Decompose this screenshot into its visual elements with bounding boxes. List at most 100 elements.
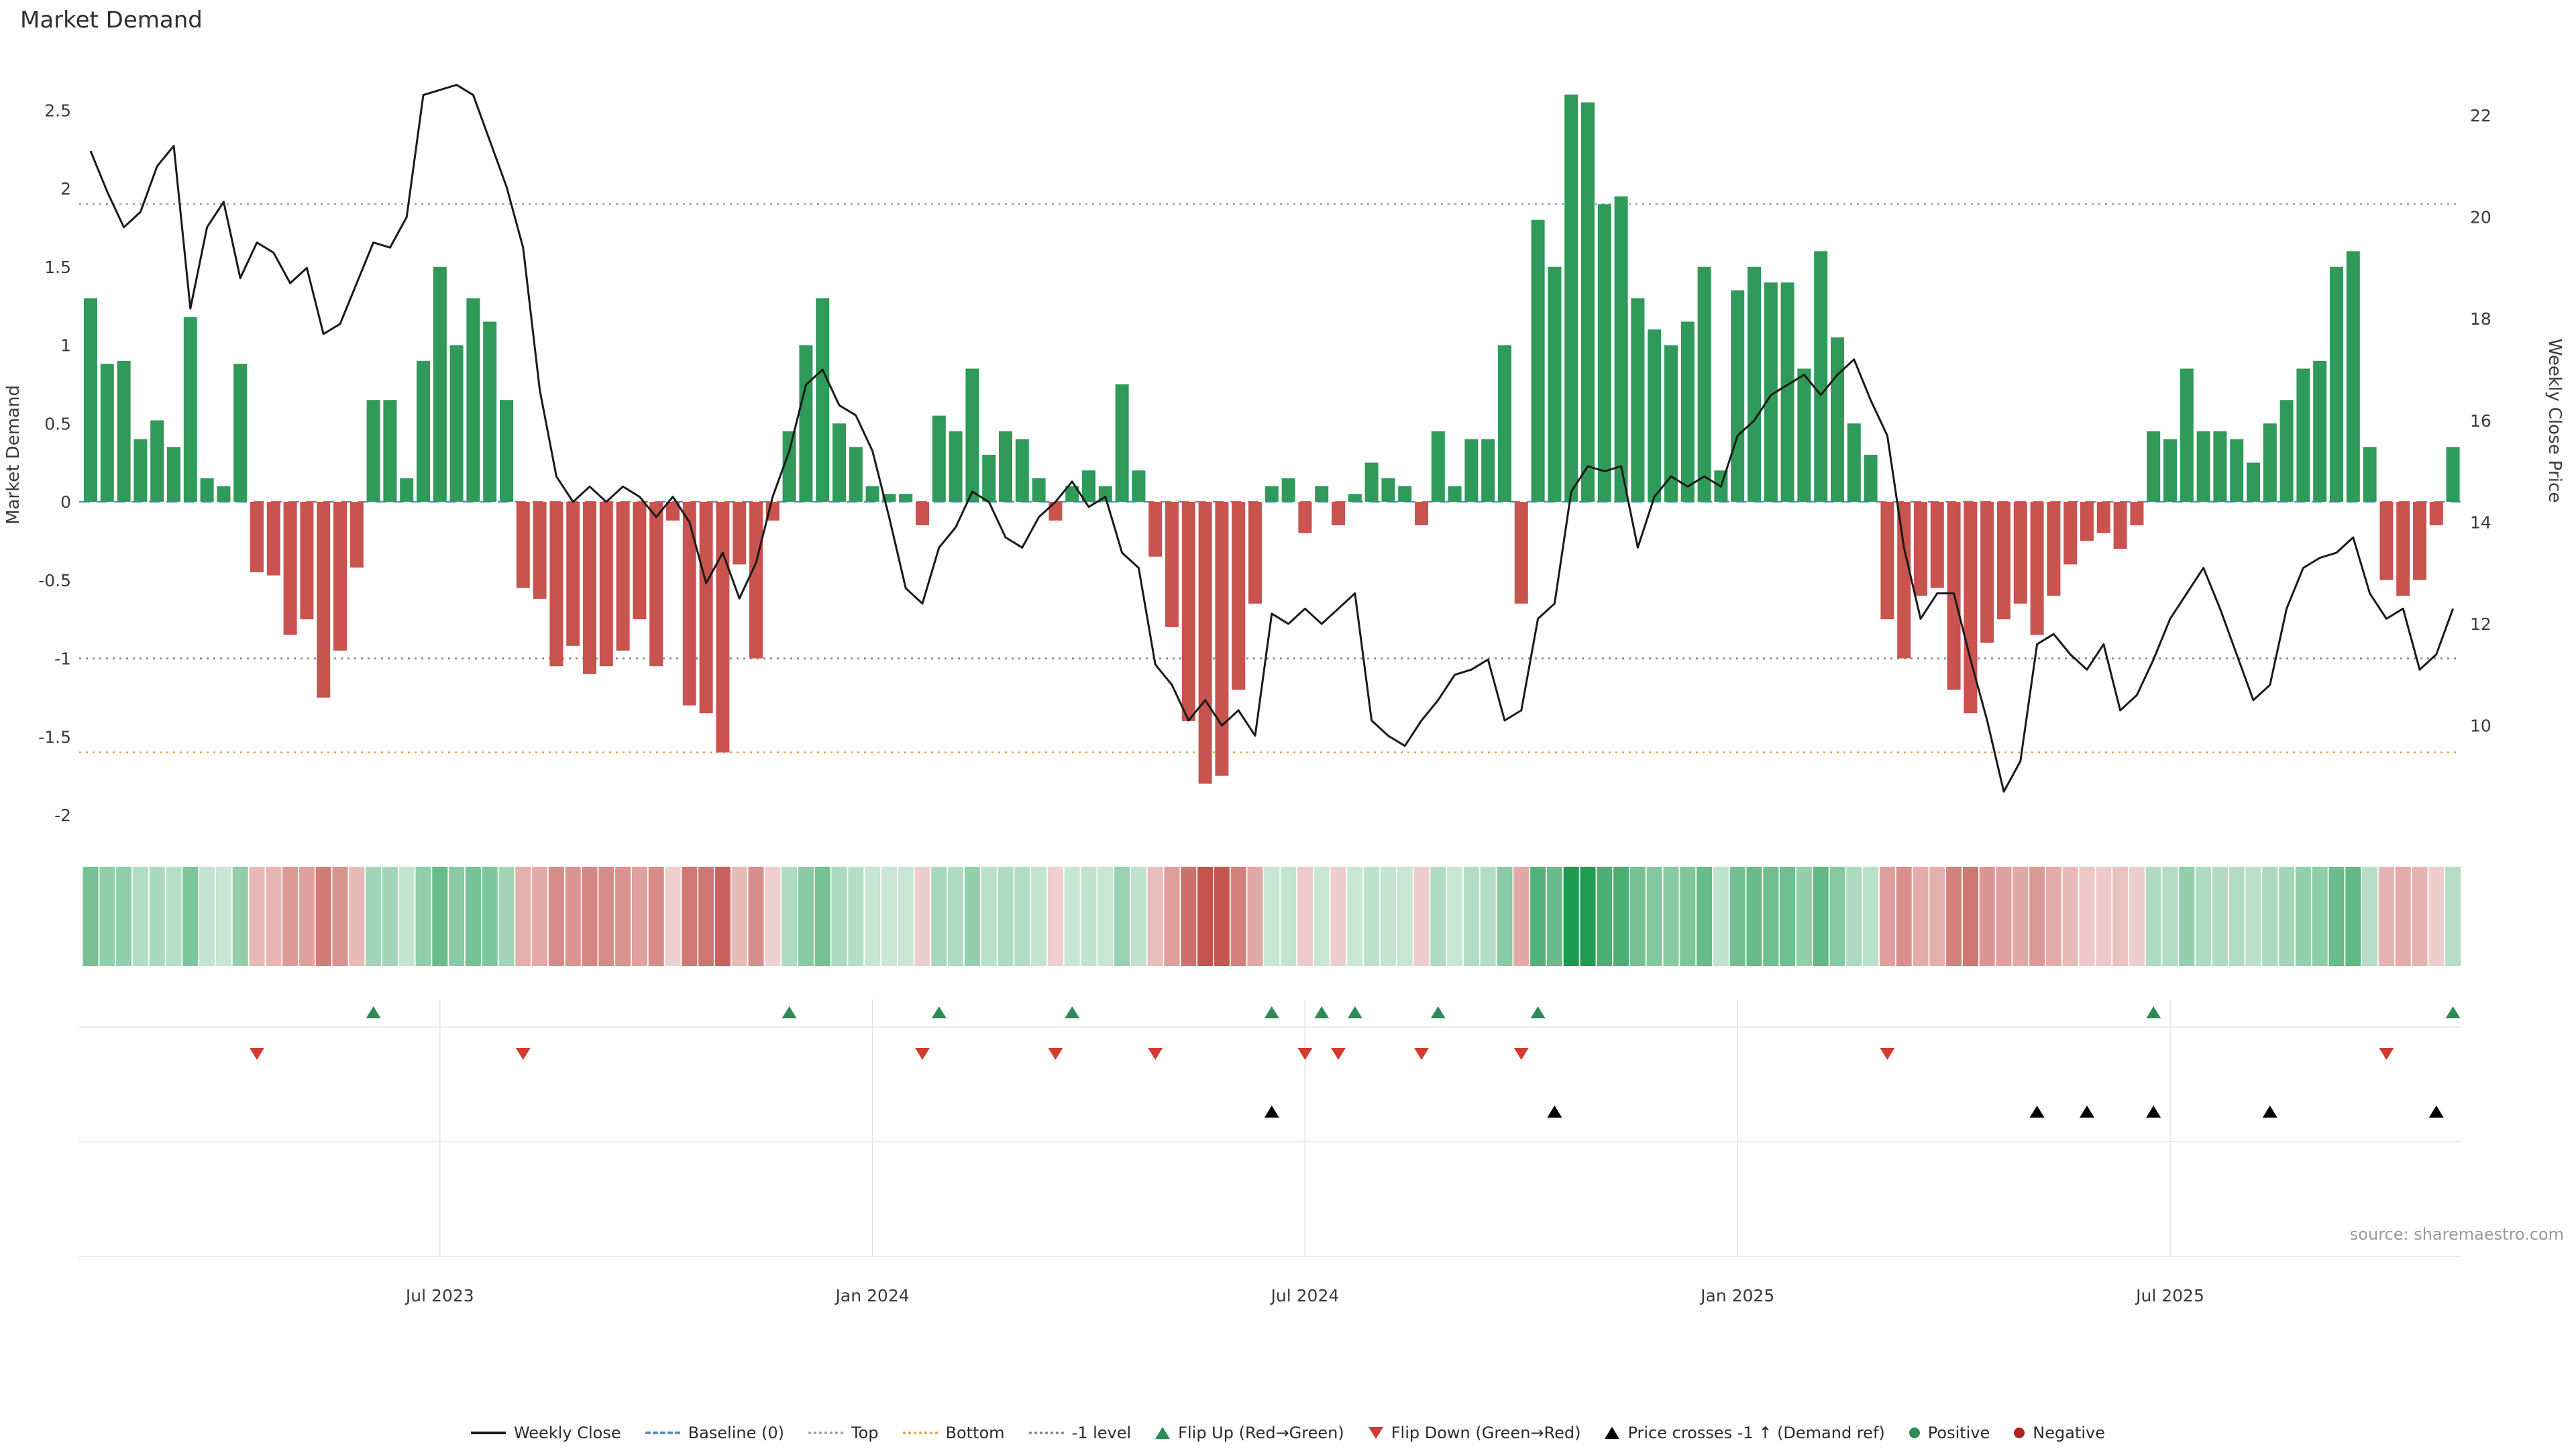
heatmap-cell <box>1480 867 1496 966</box>
flip-up-legend-marker-icon <box>1155 1427 1171 1439</box>
demand-bar <box>666 502 680 521</box>
demand-bar <box>1764 282 1778 502</box>
demand-bar <box>799 345 813 502</box>
demand-bar <box>1082 470 1095 502</box>
demand-bar <box>899 494 913 502</box>
demand-bar <box>882 494 896 502</box>
heatmap-cell <box>398 867 415 966</box>
demand-bar <box>2379 502 2394 580</box>
heatmap-cell <box>615 867 631 966</box>
demand-bar <box>1215 502 1229 776</box>
heatmap-cell <box>1746 867 1762 966</box>
heatmap-cell <box>515 867 531 966</box>
demand-bar <box>1498 345 1511 502</box>
price-cross-legend-marker-icon <box>1605 1427 1620 1439</box>
heatmap-cell <box>2162 867 2178 966</box>
demand-bar <box>2147 431 2161 502</box>
x-axis-tick-label: Jan 2024 <box>835 1286 910 1305</box>
demand-bar <box>333 502 347 651</box>
right-axis-title: Weekly Close Price <box>2544 339 2565 503</box>
heatmap-cell <box>1297 867 1313 966</box>
legend-item-price-cross: Price crosses -1 ↑ (Demand ref) <box>1605 1424 1885 1442</box>
heatmap-cell <box>366 867 382 966</box>
right-axis-tick-label: 14 <box>2470 513 2491 532</box>
marker-triangle-down <box>915 1048 930 1060</box>
heatmap-cell <box>2079 867 2095 966</box>
heatmap-cell <box>2012 867 2029 966</box>
demand-bar <box>466 298 480 502</box>
demand-bar <box>682 502 696 706</box>
demand-bar <box>1015 439 1029 502</box>
heatmap-cell <box>2179 867 2195 966</box>
heatmap-cell <box>765 867 781 966</box>
demand-bar <box>317 502 331 698</box>
demand-bar <box>916 502 929 526</box>
marker-triangle-up <box>1065 1006 1080 1018</box>
demand-bar <box>749 502 763 659</box>
legend-label: Weekly Close <box>513 1424 621 1442</box>
demand-bar <box>2230 439 2244 502</box>
heatmap-cell <box>2412 867 2428 966</box>
heatmap-cell <box>299 867 315 966</box>
legend-label: Price crosses -1 ↑ (Demand ref) <box>1627 1424 1885 1442</box>
legend-label: -1 level <box>1071 1424 1132 1442</box>
demand-bar <box>1548 266 1562 502</box>
demand-bar <box>1332 502 1345 526</box>
heatmap-cell <box>2245 867 2261 966</box>
demand-bar <box>1248 502 1262 604</box>
marker-triangle-up <box>1347 1006 1362 1018</box>
left-axis-tick-label: 1 <box>60 336 71 356</box>
left-axis-title: Market Demand <box>3 385 23 525</box>
heatmap-cell <box>2129 867 2145 966</box>
demand-bar <box>1797 368 1811 502</box>
demand-bar <box>1148 502 1163 557</box>
legend-label: Positive <box>1927 1424 1990 1442</box>
demand-bar <box>1415 502 1428 526</box>
heatmap-cell <box>1629 867 1646 966</box>
demand-bar <box>1914 502 1927 596</box>
marker-triangle-up <box>2080 1106 2094 1118</box>
heatmap-cell <box>731 867 747 966</box>
demand-bar <box>982 454 996 502</box>
marker-triangle-up <box>1264 1106 1279 1118</box>
legend-label: Top <box>851 1424 879 1442</box>
demand-bar <box>233 364 248 502</box>
heatmap-cell <box>2312 867 2328 966</box>
heatmap-cell <box>99 867 115 966</box>
heatmap-cell <box>665 867 681 966</box>
demand-bar <box>150 420 164 502</box>
demand-bar <box>1514 502 1528 604</box>
heatmap-cell <box>981 867 997 966</box>
heatmap-cell <box>2145 867 2161 966</box>
demand-bar <box>2313 360 2327 502</box>
heatmap-cell <box>2045 867 2061 966</box>
demand-bar <box>1481 439 1495 502</box>
minus1-level-legend-marker-icon <box>1028 1432 1064 1434</box>
demand-bar <box>616 502 630 651</box>
right-axis-tick-label: 16 <box>2470 411 2491 431</box>
heatmap-cell <box>199 867 215 966</box>
heatmap-cell <box>898 867 914 966</box>
demand-bar <box>200 478 214 502</box>
demand-bar <box>1664 345 1678 502</box>
heatmap-cell <box>1330 867 1346 966</box>
x-axis-tick-label: Jul 2023 <box>405 1286 474 1305</box>
heatmap-cell <box>1962 867 1978 966</box>
demand-bar <box>1897 502 1911 659</box>
weekly-close-legend-marker-icon <box>470 1432 506 1434</box>
flip-up-markers <box>366 1006 2461 1018</box>
heatmap-cell <box>1164 867 1180 966</box>
demand-bar <box>1265 486 1279 502</box>
demand-bar <box>1847 423 1861 502</box>
heatmap-cell <box>865 867 881 966</box>
heatmap-cell <box>1946 867 1962 966</box>
heatmap-cell <box>349 867 365 966</box>
demand-bar <box>1431 431 1445 502</box>
demand-bar <box>266 502 280 576</box>
demand-bar <box>1680 321 1695 502</box>
heatmap-cell <box>798 867 814 966</box>
heatmap-cell <box>1247 867 1263 966</box>
heatmap-cell <box>1580 867 1596 966</box>
heatmap-cell <box>1313 867 1330 966</box>
heatmap-cell <box>1130 867 1146 966</box>
